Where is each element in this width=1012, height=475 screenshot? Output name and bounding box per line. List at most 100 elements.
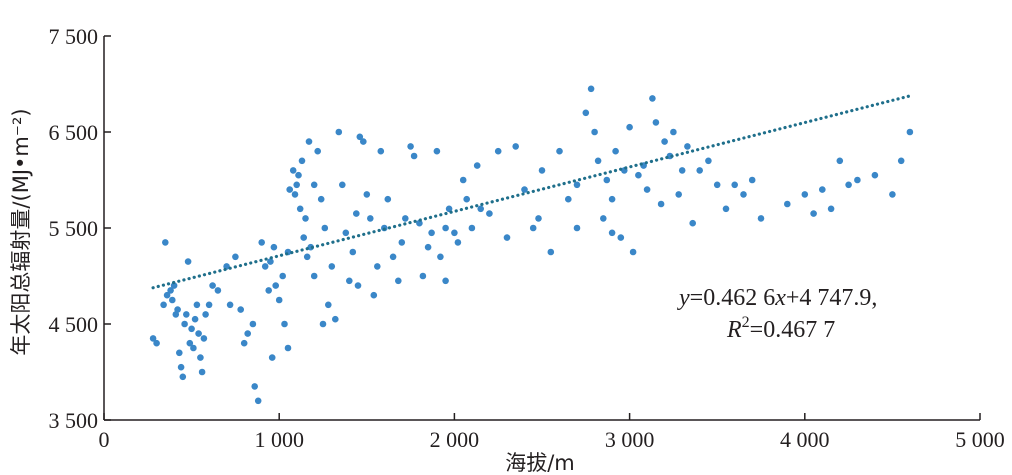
data-point	[582, 109, 590, 117]
data-point	[740, 191, 747, 198]
data-point	[678, 167, 686, 174]
data-point	[889, 191, 896, 198]
data-point	[463, 195, 471, 203]
data-point	[314, 147, 322, 155]
data-point	[319, 320, 327, 328]
data-point	[657, 200, 665, 208]
data-point	[573, 224, 581, 232]
data-point	[600, 215, 607, 222]
data-point	[661, 138, 668, 145]
x-tick-label: 1 000	[254, 427, 304, 452]
axes	[103, 35, 981, 421]
y-tick-label: 7 500	[49, 24, 99, 49]
data-point	[547, 248, 555, 256]
data-point	[303, 253, 311, 261]
data-point	[240, 339, 248, 347]
data-point	[906, 128, 914, 136]
data-point	[169, 296, 176, 304]
data-point	[538, 167, 546, 174]
data-point	[188, 325, 195, 333]
data-point	[454, 239, 462, 246]
data-point	[267, 258, 274, 265]
data-point	[176, 349, 183, 357]
data-point	[459, 176, 467, 184]
data-point	[197, 354, 204, 361]
data-point	[244, 330, 251, 337]
data-point	[300, 234, 308, 241]
data-point	[445, 205, 453, 213]
data-point	[237, 306, 244, 313]
data-point	[249, 320, 257, 328]
data-point	[191, 315, 199, 323]
x-tick-label: 4 000	[780, 427, 830, 452]
data-point	[477, 205, 485, 213]
data-point	[512, 143, 519, 150]
data-point	[254, 397, 262, 405]
data-point	[190, 344, 197, 352]
data-point	[279, 272, 287, 280]
data-point	[186, 339, 194, 347]
data-point	[200, 335, 208, 342]
data-point	[296, 205, 304, 213]
data-point	[594, 157, 602, 165]
data-point	[193, 301, 201, 309]
data-point	[174, 306, 181, 313]
data-point	[286, 186, 294, 193]
data-point	[442, 224, 449, 232]
data-point	[328, 263, 336, 270]
data-point	[696, 167, 703, 174]
data-point	[163, 291, 171, 299]
data-point	[162, 239, 169, 246]
data-point	[335, 128, 343, 136]
data-point	[153, 339, 160, 347]
data-point	[556, 147, 563, 155]
data-point	[310, 181, 318, 189]
x-tick-label: 3 000	[605, 427, 655, 452]
data-point	[617, 234, 625, 241]
data-point	[442, 277, 449, 285]
data-point	[354, 282, 362, 289]
data-point	[689, 219, 696, 227]
data-point	[629, 248, 637, 256]
y-tick-label: 4 500	[49, 312, 99, 337]
data-point	[332, 315, 339, 323]
data-point	[149, 335, 157, 342]
data-point	[205, 301, 213, 309]
data-point	[293, 181, 301, 189]
data-point	[612, 147, 619, 155]
data-point	[573, 181, 581, 189]
data-point	[302, 215, 309, 222]
data-point	[643, 186, 651, 193]
data-point	[827, 205, 835, 213]
data-point	[395, 277, 402, 285]
data-point	[565, 195, 572, 203]
data-point	[284, 344, 292, 352]
data-point	[410, 152, 418, 160]
data-point	[209, 282, 216, 289]
data-point	[424, 243, 432, 251]
data-point	[437, 253, 444, 261]
data-point	[181, 320, 188, 328]
data-point	[298, 157, 306, 165]
data-point	[468, 224, 476, 232]
data-point	[265, 287, 273, 294]
trendline	[151, 94, 912, 290]
y-tick-label: 6 500	[49, 120, 99, 145]
data-point	[603, 176, 611, 184]
data-point	[473, 162, 481, 169]
data-point	[261, 263, 269, 270]
data-point	[675, 191, 682, 198]
trendline-dotted	[151, 94, 912, 290]
data-point	[177, 363, 185, 371]
data-point	[451, 229, 458, 237]
data-point	[854, 176, 861, 184]
data-point	[503, 234, 511, 241]
data-point	[389, 253, 397, 261]
data-point	[198, 368, 206, 376]
data-point	[608, 229, 616, 237]
data-point	[183, 311, 190, 318]
data-point	[160, 301, 167, 309]
data-point	[202, 311, 209, 318]
data-point	[305, 138, 313, 145]
